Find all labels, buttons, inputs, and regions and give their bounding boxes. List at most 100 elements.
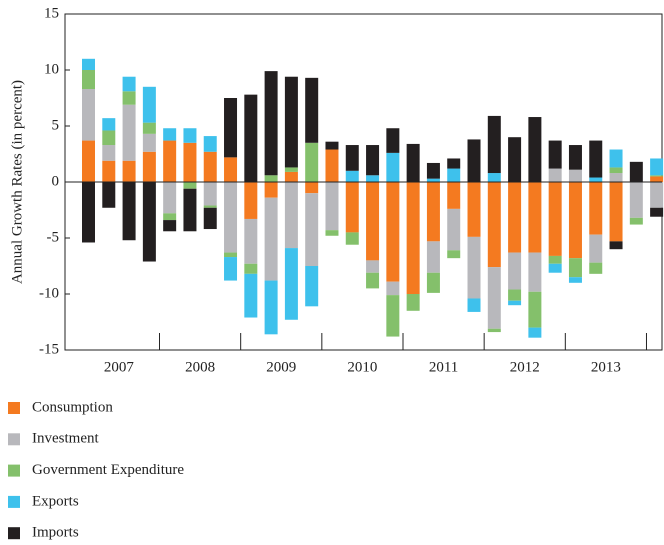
bar-segment (82, 89, 95, 141)
bar-segment (406, 143, 420, 182)
bar-segment (345, 145, 359, 171)
x-group-label: 2007 (104, 359, 135, 375)
bar-segment (122, 160, 136, 182)
y-tick-label: -15 (39, 341, 59, 357)
bar-segment (629, 217, 643, 225)
legend-label: Imports (32, 525, 79, 541)
bar-segment (548, 140, 562, 169)
y-tick-label: 5 (52, 117, 60, 133)
bar-segment (163, 140, 177, 182)
bar-segment (264, 175, 278, 182)
bar-segment (122, 104, 136, 161)
bar-segment (122, 182, 136, 241)
bar-segment (244, 273, 258, 318)
bar-segment (528, 252, 542, 292)
bar-segment (386, 182, 400, 282)
bar-segment (487, 267, 501, 329)
bar-segment (142, 151, 156, 182)
bar-segment (244, 182, 258, 219)
bar-segment (406, 294, 420, 311)
bar-segment (589, 262, 603, 274)
bar-segment (163, 220, 177, 232)
bar-segment (183, 142, 197, 182)
bar-segment (426, 272, 440, 293)
bar-segment (487, 173, 501, 182)
bar-segment (102, 130, 116, 146)
y-axis-label: Annual Growth Rates (in percent) (9, 80, 25, 284)
bar-segment (163, 213, 177, 221)
bar-segment (426, 178, 440, 182)
bar-segment (386, 152, 400, 182)
bar-segment (305, 142, 319, 182)
bar-segment (406, 182, 420, 294)
bar-segment (568, 277, 582, 283)
bar-segment (142, 122, 156, 134)
x-group-label: 2011 (429, 359, 458, 375)
bar-segment (426, 162, 440, 179)
bar-segment (305, 193, 319, 266)
bar-segment (224, 157, 238, 182)
bar-segment (244, 263, 258, 274)
bar-segment (102, 145, 116, 161)
bar-segment (508, 289, 522, 301)
legend-label: Government Expenditure (32, 462, 184, 478)
bar-segment (589, 182, 603, 235)
bar-segment (305, 266, 319, 307)
y-tick-label: 15 (44, 5, 59, 21)
bar-segment (650, 158, 664, 176)
bar-segment (284, 167, 298, 172)
bar-segment (102, 118, 116, 131)
legend-swatch (8, 464, 20, 477)
x-group-label: 2009 (266, 359, 296, 375)
bar-segment (386, 295, 400, 337)
x-group-label: 2013 (591, 359, 621, 375)
bar-segment (508, 182, 522, 253)
bar-segment (163, 128, 177, 141)
bar-segment (203, 182, 217, 206)
bar-segment (508, 300, 522, 306)
bar-segment (467, 139, 481, 182)
bar-segment (82, 140, 95, 182)
bar-segment (467, 182, 481, 237)
bar-segment (447, 168, 461, 182)
bar-segment (325, 182, 339, 231)
bar-segment (568, 145, 582, 170)
x-group-label: 2008 (185, 359, 215, 375)
bar-segment (224, 257, 238, 281)
bar-segment (487, 115, 501, 174)
bar-segment (629, 182, 643, 218)
bar-segment (366, 175, 380, 182)
bar-segment (82, 70, 95, 90)
bar-segment (366, 182, 380, 261)
bar-segment (122, 91, 136, 105)
bar-segment (366, 260, 380, 273)
bar-segment (244, 218, 258, 264)
bar-segment (203, 136, 217, 152)
bar-segment (142, 182, 156, 262)
legend-swatch (8, 402, 20, 414)
bar-segment (203, 151, 217, 182)
bar-segment (203, 205, 217, 208)
bar-segment (305, 182, 319, 194)
bar-segment (447, 182, 461, 209)
bar-segment (264, 280, 278, 335)
bar-segment (447, 158, 461, 169)
bar-segment (487, 182, 501, 268)
bar-segment (284, 76, 298, 168)
y-tick-label: -5 (47, 229, 60, 245)
bar-segment (548, 182, 562, 256)
bar-segment (467, 236, 481, 299)
bar-segment (345, 232, 359, 245)
bar-segment (629, 161, 643, 182)
bar-segment (264, 182, 278, 198)
bar-segment (82, 182, 95, 243)
bar-segment (589, 140, 603, 178)
x-group-label: 2010 (347, 359, 377, 375)
bar-segment (102, 182, 116, 208)
y-tick-label: 0 (52, 173, 60, 189)
bar-segment (650, 176, 664, 182)
bar-segment (568, 182, 582, 259)
bar-segment (609, 149, 623, 168)
y-tick-label: -10 (39, 285, 59, 301)
